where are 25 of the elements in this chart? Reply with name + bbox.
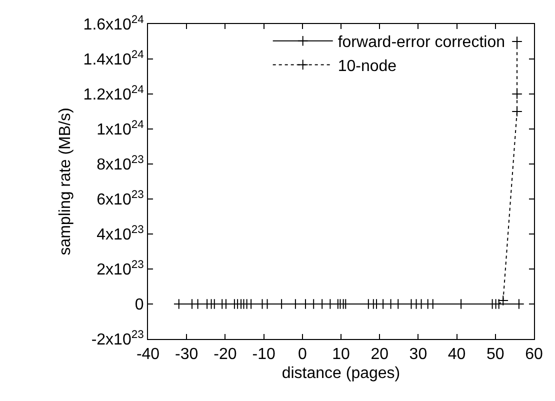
- y-tick-label: 6x10$^{23}$: [96, 188, 144, 209]
- y-tick-label: 0: [134, 296, 144, 314]
- x-tick-label: 60: [525, 346, 543, 364]
- x-tick-label: -20: [214, 346, 237, 364]
- y-tick-label: 1.6x10$^{24}$: [83, 14, 144, 34]
- x-tick-label: -30: [175, 346, 198, 364]
- y-tick-label: -2x10$^{23}$: [91, 328, 144, 349]
- y-tick-label: 1x10$^{24}$: [96, 118, 144, 139]
- x-tick-label: -10: [252, 346, 276, 364]
- x-axis-title: distance (pages): [282, 364, 400, 382]
- y-tick-label: 1.4x10$^{24}$: [83, 48, 144, 69]
- x-tick-label: 0: [298, 346, 307, 364]
- y-tick-label: 1.2x10$^{24}$: [83, 84, 144, 104]
- legend-label: forward-error correction: [338, 34, 505, 52]
- y-tick-label: 4x10$^{23}$: [96, 224, 144, 244]
- x-tick-label: 40: [448, 346, 466, 364]
- x-tick-label: 30: [409, 346, 428, 364]
- x-tick-label: 20: [370, 346, 389, 364]
- legend-label: 10-node: [338, 58, 397, 75]
- y-tick-label: 8x10$^{23}$: [96, 154, 144, 174]
- y-tick-label: 2x10$^{23}$: [96, 258, 144, 279]
- x-tick-label: 10: [332, 346, 350, 364]
- y-axis-title: sampling rate (MB/s): [57, 108, 74, 256]
- x-tick-label: 50: [486, 346, 504, 364]
- x-tick-label: -40: [136, 346, 160, 364]
